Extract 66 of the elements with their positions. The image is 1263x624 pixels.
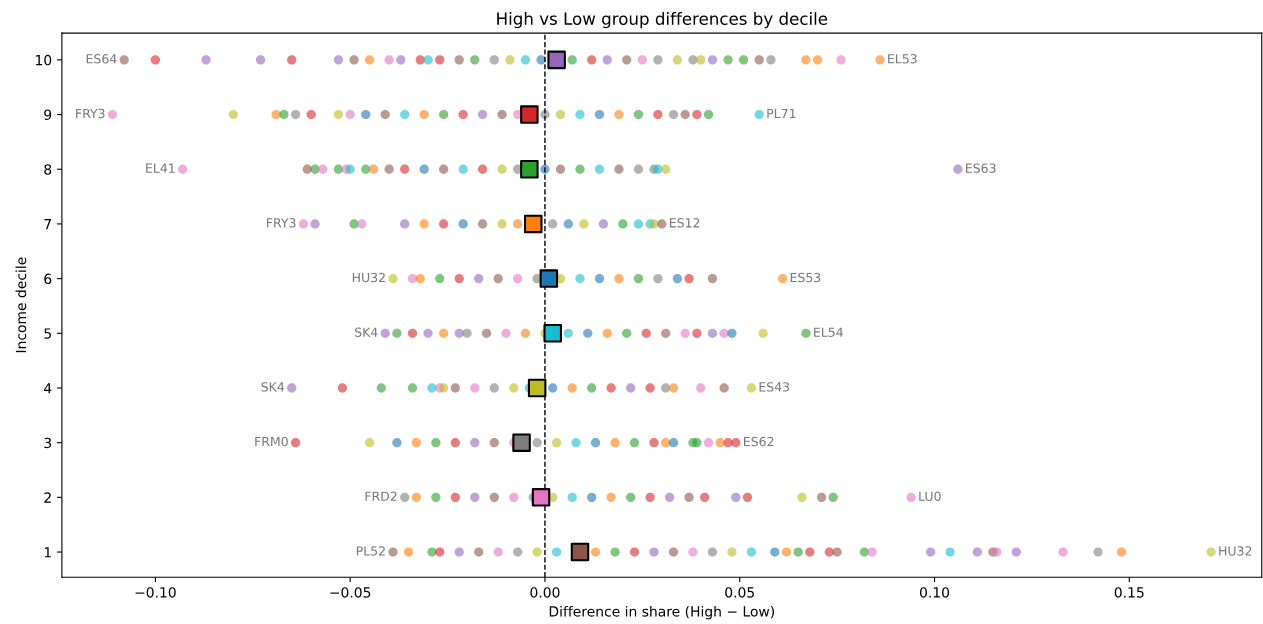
x-tick-label: −0.10: [135, 587, 176, 598]
point: [555, 164, 566, 174]
point: [201, 55, 211, 65]
annotation: ES53: [790, 272, 821, 283]
point: [415, 273, 425, 284]
y-tick-label: 6: [44, 273, 52, 285]
annotation: ES43: [759, 382, 790, 392]
annotation: ES12: [669, 218, 700, 228]
point: [450, 438, 460, 448]
y-tick-label: 4: [44, 383, 52, 394]
point: [290, 438, 301, 448]
annotation: HU32: [1219, 546, 1252, 556]
point: [384, 164, 394, 174]
point: [707, 55, 718, 65]
point: [723, 438, 733, 448]
point: [255, 55, 266, 65]
x-tick-label: 0.15: [1114, 587, 1144, 598]
annotation: ES64: [86, 54, 117, 64]
annotation: ES62: [744, 436, 774, 447]
chart-title: High vs Low group differences by decile: [497, 12, 828, 29]
annotation: LU0: [919, 491, 941, 501]
y-tick-label: 10: [36, 54, 52, 66]
annotation: ES63: [966, 163, 996, 173]
annotation: FRY3: [267, 218, 296, 228]
annotation: SK4: [355, 327, 378, 337]
point: [614, 273, 624, 284]
x-tick-label: −0.05: [330, 587, 371, 598]
y-tick-label: 9: [44, 109, 52, 121]
annotation: HU32: [352, 272, 385, 283]
y-tick-label: 1: [44, 547, 51, 558]
point: [645, 492, 655, 503]
annotation: PL52: [356, 546, 385, 556]
point: [614, 164, 624, 174]
annotation: FRY3: [76, 108, 105, 119]
y-tick-label: 8: [44, 164, 52, 175]
x-tick-label: 0.05: [725, 587, 754, 598]
x-axis-title: Difference in share (High − Low): [549, 605, 775, 620]
point: [396, 55, 406, 65]
point: [454, 328, 464, 338]
point: [731, 438, 741, 448]
y-tick-label: 7: [44, 219, 51, 230]
point: [602, 55, 612, 65]
point: [439, 164, 449, 174]
annotation: FRD2: [365, 491, 397, 501]
annotation: SK4: [261, 382, 285, 392]
point: [777, 273, 788, 284]
point: [423, 328, 433, 338]
annotation: EL53: [888, 54, 917, 64]
point: [649, 438, 659, 448]
x-tick-label: 0.00: [530, 587, 560, 598]
x-tick-label: 0.10: [919, 587, 950, 598]
annotation: EL54: [814, 327, 843, 337]
point: [700, 492, 710, 503]
point: [707, 328, 718, 338]
point: [742, 492, 753, 503]
y-axis-title: Income decile: [15, 257, 27, 353]
annotation: PL71: [767, 108, 796, 118]
annotation: EL41: [146, 163, 175, 173]
point: [302, 164, 312, 174]
point: [450, 492, 460, 503]
annotation: FRM0: [255, 436, 288, 447]
y-tick-label: 5: [44, 328, 51, 339]
y-tick-label: 3: [44, 437, 52, 449]
point: [380, 328, 390, 338]
point: [333, 55, 344, 65]
y-tick-label: 2: [44, 492, 51, 503]
